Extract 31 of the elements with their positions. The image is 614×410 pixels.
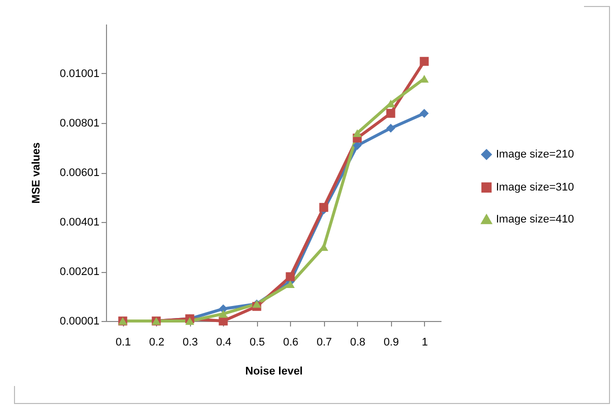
x-tick-label: 0.1 <box>116 336 131 348</box>
y-tick-label: 0.00601 <box>60 167 100 179</box>
x-tick-label: 0.8 <box>350 336 366 348</box>
y-tick-label: 0.00801 <box>60 118 100 130</box>
point <box>286 280 295 288</box>
x-tick-label: 0.9 <box>384 336 399 348</box>
x-tick-label: 0.3 <box>182 336 198 348</box>
x-tick-label: 0.4 <box>216 336 232 348</box>
legend-label: Image size=410 <box>496 214 574 226</box>
point <box>319 202 328 212</box>
point <box>420 56 429 66</box>
y-tick-label: 0.00001 <box>60 316 100 328</box>
point <box>352 129 362 138</box>
point <box>286 272 295 282</box>
x-tick-label: 0.2 <box>149 336 164 348</box>
y-tick-label: 0.00201 <box>60 266 100 278</box>
point <box>185 317 194 325</box>
point <box>386 124 396 133</box>
point <box>420 108 429 118</box>
x-tick-label: 0.6 <box>283 336 298 348</box>
x-axis-title: Noise level <box>245 366 303 378</box>
x-tick-label: 0.5 <box>250 336 265 348</box>
point <box>218 310 228 318</box>
y-axis-title: MSE values <box>30 142 43 204</box>
y-tick-label: 0.01001 <box>60 68 100 80</box>
legend-label: Image size=310 <box>496 182 574 194</box>
x-tick-label: 1 <box>422 336 428 348</box>
point <box>386 108 396 118</box>
y-tick-label: 0.00401 <box>60 216 100 228</box>
x-tick-label: 0.7 <box>316 336 332 348</box>
legend-label: Image size=210 <box>496 148 574 160</box>
